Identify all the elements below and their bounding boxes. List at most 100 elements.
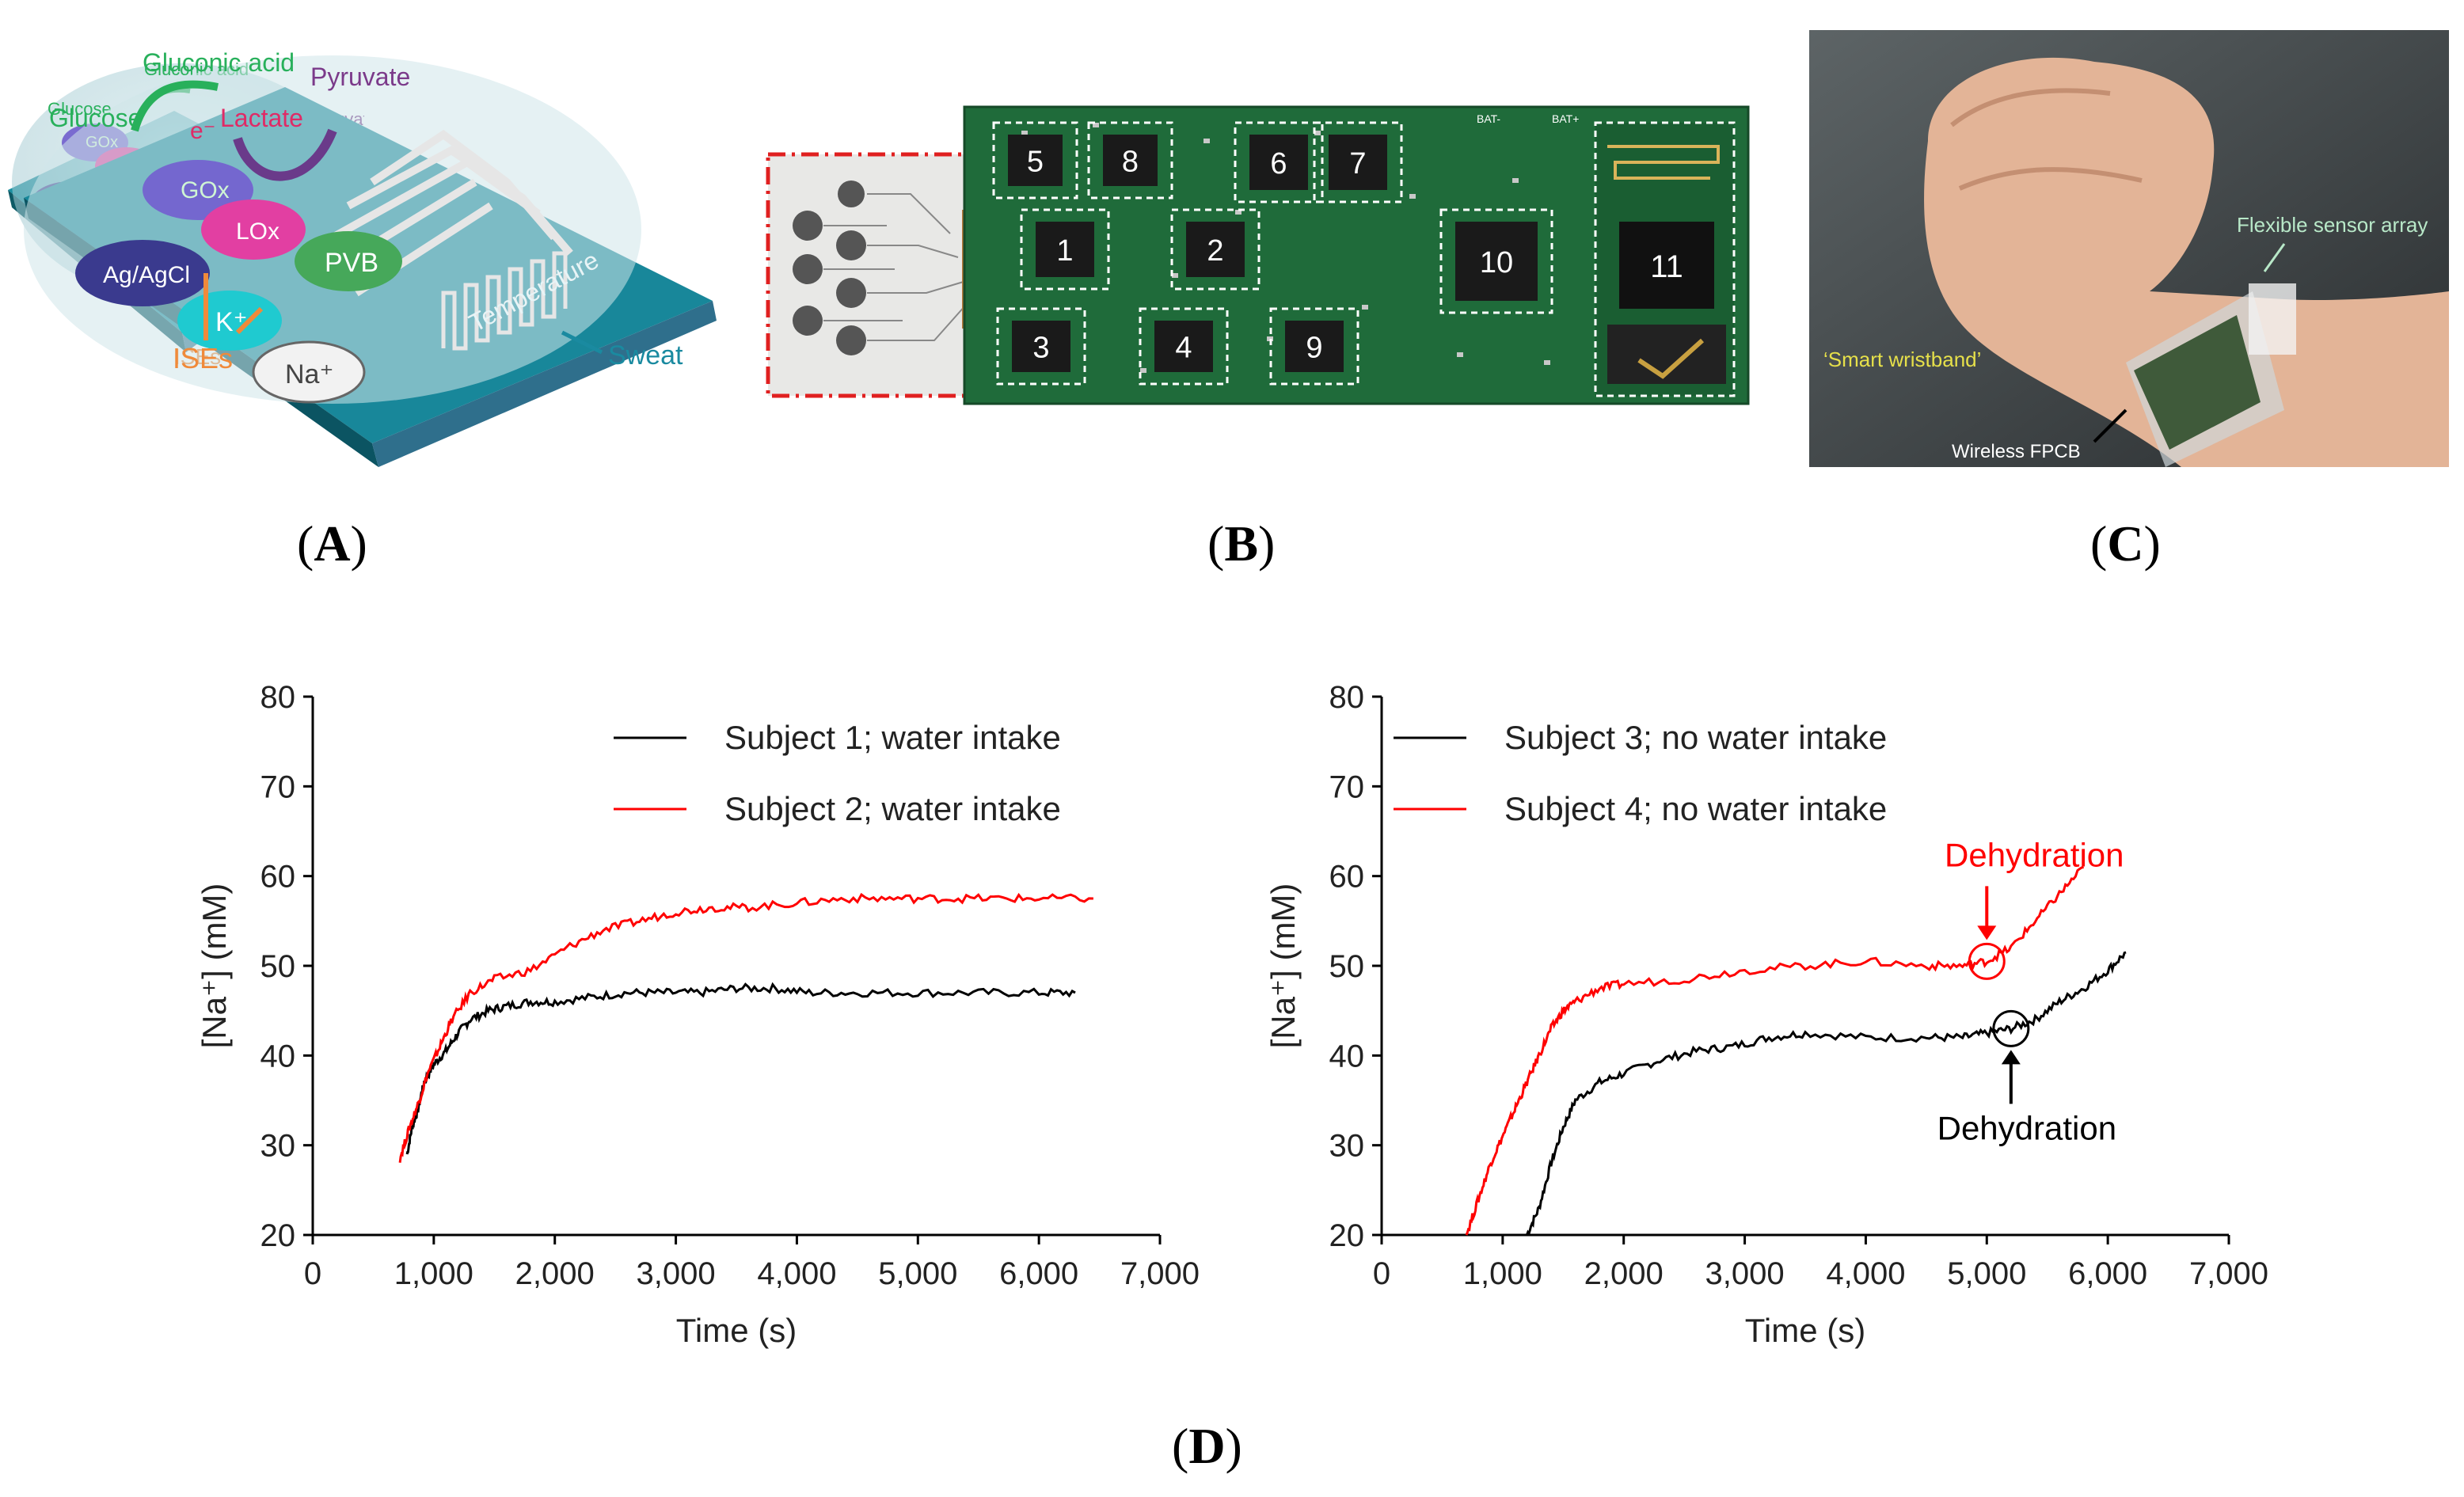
chip-9-label: 9 [1306, 332, 1322, 365]
lactate-text: Lactate [220, 104, 303, 132]
chip-10-outline [1439, 208, 1553, 314]
lox-text: LOx [236, 218, 279, 245]
x-tick-label: 1,000 [1463, 1256, 1542, 1291]
y-tick-label: 20 [260, 1218, 296, 1253]
x-tick-label: 7,000 [2189, 1256, 2268, 1291]
chip-9-outline [1269, 307, 1359, 386]
chip-6-label: 6 [1270, 147, 1287, 180]
series-line-1 [1525, 951, 2127, 1237]
chip-8 [1103, 135, 1158, 186]
chip-2 [1186, 222, 1245, 277]
chip-6 [1249, 135, 1308, 190]
panel-a-overlay: GOx LOx Ag/AgCl PVB K⁺ Na⁺ Glucose Gluco… [24, 48, 717, 467]
panel-label-d: (D) [1172, 1418, 1242, 1474]
chip-2-label: 2 [1207, 234, 1223, 268]
chip-4-label: 4 [1175, 332, 1192, 365]
chip-group: 1 2 3 4 5 6 7 8 9 10 [992, 121, 1553, 386]
legend-label-2: Subject 4; no water intake [1504, 790, 1887, 827]
x-tick-label: 4,000 [1826, 1256, 1905, 1291]
chip-4 [1154, 321, 1213, 372]
y-axis-label: [Na⁺] (mM) [1264, 883, 1302, 1049]
chip-5 [1008, 135, 1063, 186]
bat-plus-label: BAT+ [1552, 112, 1579, 125]
y-tick-label: 20 [1329, 1218, 1365, 1253]
y-tick-label: 70 [1329, 769, 1365, 804]
dehydration-marker-1 [1968, 942, 2006, 980]
x-tick-label: 1,000 [394, 1256, 473, 1291]
x-axis-label: Time (s) [676, 1312, 797, 1349]
chip-5-label: 5 [1027, 146, 1044, 179]
chip-9 [1285, 321, 1344, 372]
x-tick-label: 3,000 [637, 1256, 716, 1291]
x-tick-label: 3,000 [1705, 1256, 1785, 1291]
x-tick-label: 5,000 [878, 1256, 957, 1291]
series-line-2 [1465, 865, 2084, 1236]
panel-c-wristband-photo: Flexible sensor array ‘Smart wristband’ … [1809, 30, 2449, 467]
flexible-sensor-label: Flexible sensor array [2237, 213, 2428, 237]
chip-10-label: 10 [1480, 246, 1513, 279]
y-tick-label: 40 [260, 1039, 296, 1073]
pyruvate-text: Pyruvate [310, 63, 410, 91]
chip-7 [1329, 135, 1387, 190]
series-line-2 [398, 892, 1093, 1163]
chart-subjects-1-2: 20 30 40 50 60 70 80 0 1,000 2,000 3,000 4,000 5,000… [196, 680, 1200, 1349]
bat-minus-label: BAT- [1477, 112, 1500, 125]
chip-11 [1619, 222, 1714, 309]
x-tick-label: 2,000 [1584, 1256, 1664, 1291]
y-tick-label: 60 [260, 860, 296, 895]
gluconic-acid-text: Gluconic acid [143, 48, 295, 77]
chip-1-outline [1020, 208, 1110, 291]
sensor-array-on-wrist [2249, 283, 2296, 355]
panel-label-c: (C) [2090, 515, 2161, 572]
agagcl-text: Ag/AgCl [103, 262, 190, 288]
x-tick-label: 7,000 [1120, 1256, 1200, 1291]
dehydration-marker-2 [1992, 1009, 2030, 1047]
chip-11-label: 11 [1650, 249, 1683, 284]
sweat-label: Sweat [608, 340, 683, 370]
electron-text: e⁻ [190, 118, 216, 144]
y-tick-label: 70 [260, 769, 296, 804]
chip-2-outline [1170, 208, 1261, 291]
chip-4-outline [1139, 307, 1229, 386]
chart-subjects-3-4: 20 30 40 50 60 70 80 0 1,000 2,000 3,000 4,000 5,000… [1264, 680, 2268, 1349]
fpcb-on-wrist [2134, 315, 2261, 450]
chip-5-outline [992, 121, 1078, 199]
chip-8-label: 8 [1122, 146, 1139, 179]
y-axis-label: [Na⁺] (mM) [196, 883, 233, 1049]
chip-3-label: 3 [1032, 332, 1049, 365]
glucose-text: Glucose [49, 104, 142, 132]
y-tick-label: 30 [260, 1129, 296, 1164]
panel-label-b: (B) [1207, 515, 1276, 572]
x-tick-label: 2,000 [515, 1256, 595, 1291]
x-axis-label: Time (s) [1745, 1312, 1865, 1349]
gox-text: GOx [181, 177, 230, 203]
legend-label-1: Subject 3; no water intake [1504, 719, 1887, 756]
hand [1924, 57, 2449, 467]
chip-1-label: 1 [1056, 234, 1073, 268]
dehydration-label-1: Dehydration [1945, 836, 2124, 873]
panel-label-a: (A) [297, 515, 367, 572]
chip-6-outline [1234, 121, 1324, 203]
legend-label-2: Subject 2; water intake [724, 790, 1061, 827]
y-tick-label: 80 [260, 680, 296, 715]
pvb-text: PVB [325, 248, 378, 278]
series-line-1 [405, 982, 1076, 1155]
wireless-fpcb-label: Wireless FPCB [1952, 441, 2081, 462]
y-tick-label: 50 [260, 949, 296, 984]
legend-label-1: Subject 1; water intake [724, 719, 1061, 756]
chip-10 [1455, 222, 1538, 301]
x-tick-label: 0 [304, 1256, 321, 1291]
chip-1 [1036, 222, 1094, 277]
x-tick-label: 0 [1373, 1256, 1390, 1291]
chip-7-label: 7 [1349, 147, 1366, 180]
x-tick-label: 6,000 [999, 1256, 1078, 1291]
chip-3-outline [996, 307, 1086, 386]
y-tick-label: 30 [1329, 1129, 1365, 1164]
chip-7-outline [1313, 121, 1403, 203]
k-text: K⁺ [215, 307, 248, 337]
dehydration-label-2: Dehydration [1937, 1109, 2116, 1146]
y-tick-label: 80 [1329, 680, 1365, 715]
smart-wristband-label: ‘Smart wristband’ [1823, 348, 1981, 371]
x-tick-label: 4,000 [757, 1256, 836, 1291]
y-tick-label: 50 [1329, 949, 1365, 984]
